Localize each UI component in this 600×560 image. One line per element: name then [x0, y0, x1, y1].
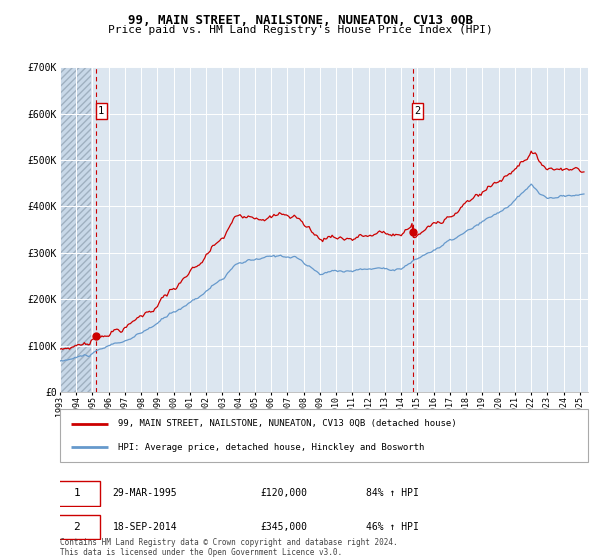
Text: 99, MAIN STREET, NAILSTONE, NUNEATON, CV13 0QB: 99, MAIN STREET, NAILSTONE, NUNEATON, CV…	[128, 14, 473, 27]
Text: 29-MAR-1995: 29-MAR-1995	[113, 488, 178, 498]
Text: 99, MAIN STREET, NAILSTONE, NUNEATON, CV13 0QB (detached house): 99, MAIN STREET, NAILSTONE, NUNEATON, CV…	[118, 419, 457, 428]
Text: 1: 1	[98, 106, 104, 116]
Text: 2: 2	[74, 522, 80, 532]
Text: 18-SEP-2014: 18-SEP-2014	[113, 522, 178, 532]
FancyBboxPatch shape	[55, 481, 100, 506]
FancyBboxPatch shape	[60, 409, 588, 462]
Text: 2: 2	[415, 106, 421, 116]
Text: HPI: Average price, detached house, Hinckley and Bosworth: HPI: Average price, detached house, Hinc…	[118, 442, 424, 451]
FancyBboxPatch shape	[55, 515, 100, 539]
Text: £345,000: £345,000	[260, 522, 308, 532]
Bar	[60, 67, 91, 392]
Text: Price paid vs. HM Land Registry's House Price Index (HPI): Price paid vs. HM Land Registry's House …	[107, 25, 493, 35]
Text: Contains HM Land Registry data © Crown copyright and database right 2024.
This d: Contains HM Land Registry data © Crown c…	[60, 538, 398, 557]
Text: 1: 1	[74, 488, 80, 498]
Text: 84% ↑ HPI: 84% ↑ HPI	[366, 488, 419, 498]
Text: 46% ↑ HPI: 46% ↑ HPI	[366, 522, 419, 532]
Text: £120,000: £120,000	[260, 488, 308, 498]
